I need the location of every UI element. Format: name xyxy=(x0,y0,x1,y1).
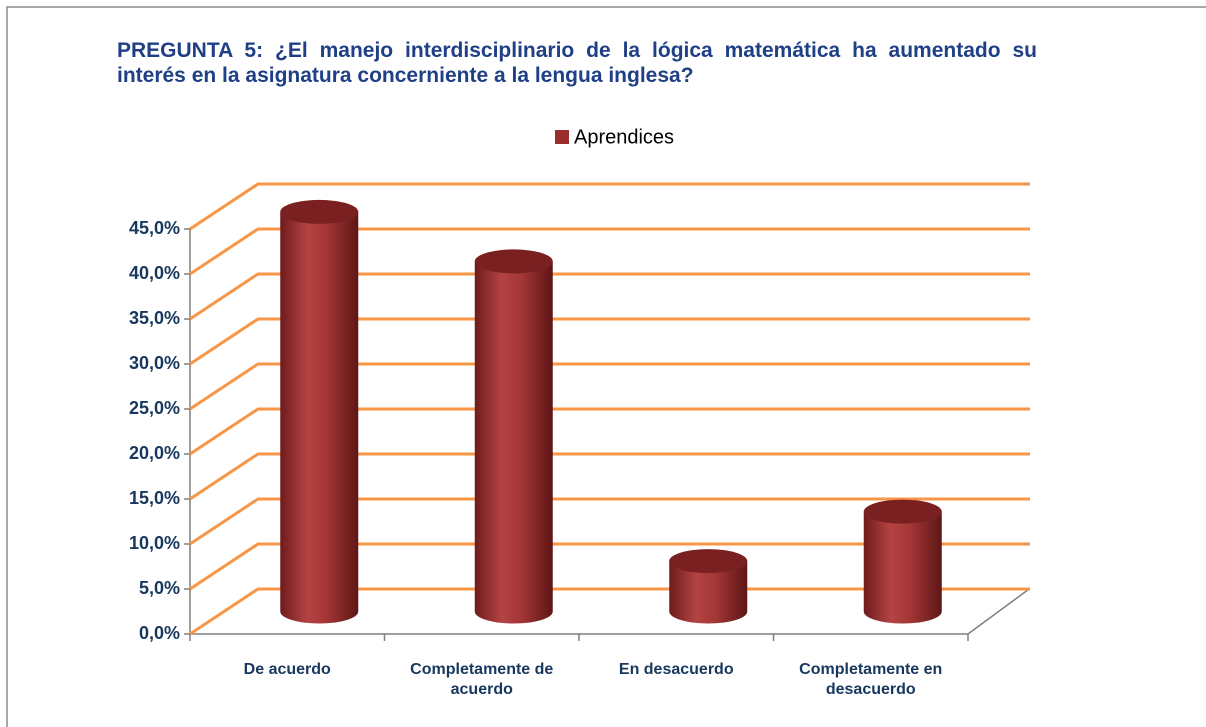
y-tick-label: 10,0% xyxy=(129,533,180,553)
y-tick-label: 40,0% xyxy=(129,263,180,283)
y-tick-label: 5,0% xyxy=(139,578,180,598)
x-tick-label: En desacuerdo xyxy=(618,661,734,678)
grid-line xyxy=(189,407,1030,456)
y-tick-label: 35,0% xyxy=(129,308,180,328)
grid-line xyxy=(189,182,1030,231)
grid-line xyxy=(189,497,1030,546)
grid-line xyxy=(189,272,1030,321)
legend-swatch xyxy=(555,130,569,144)
y-tick-label: 20,0% xyxy=(129,443,180,463)
bar xyxy=(863,511,942,624)
bar xyxy=(280,211,359,624)
y-tick-label: 25,0% xyxy=(129,398,180,418)
grid-line xyxy=(189,542,1030,591)
bar xyxy=(474,261,553,624)
frame xyxy=(6,6,1206,727)
y-tick-label: 15,0% xyxy=(129,488,180,508)
grid-line xyxy=(189,452,1030,501)
y-tick-label: 45,0% xyxy=(129,218,180,238)
grid-line xyxy=(189,227,1030,276)
bar-top xyxy=(474,249,553,274)
grid-line xyxy=(189,587,1030,636)
legend-label: Aprendices xyxy=(574,126,674,148)
y-tick-label: 30,0% xyxy=(129,353,180,373)
grid-line xyxy=(189,362,1030,411)
x-tick-label: Completamente de acuerdo xyxy=(410,661,554,698)
chart-title: PREGUNTA 5: ¿El manejo interdisciplinari… xyxy=(117,39,1037,87)
y-tick-label: 0,0% xyxy=(139,623,180,643)
bar xyxy=(669,561,748,624)
bar-top xyxy=(280,199,359,224)
x-tick-label: Completamente en desacuerdo xyxy=(799,661,943,698)
bar-top xyxy=(669,549,748,574)
x-tick-label: De acuerdo xyxy=(243,661,331,678)
bar-top xyxy=(863,499,942,524)
grid-line xyxy=(189,317,1030,366)
